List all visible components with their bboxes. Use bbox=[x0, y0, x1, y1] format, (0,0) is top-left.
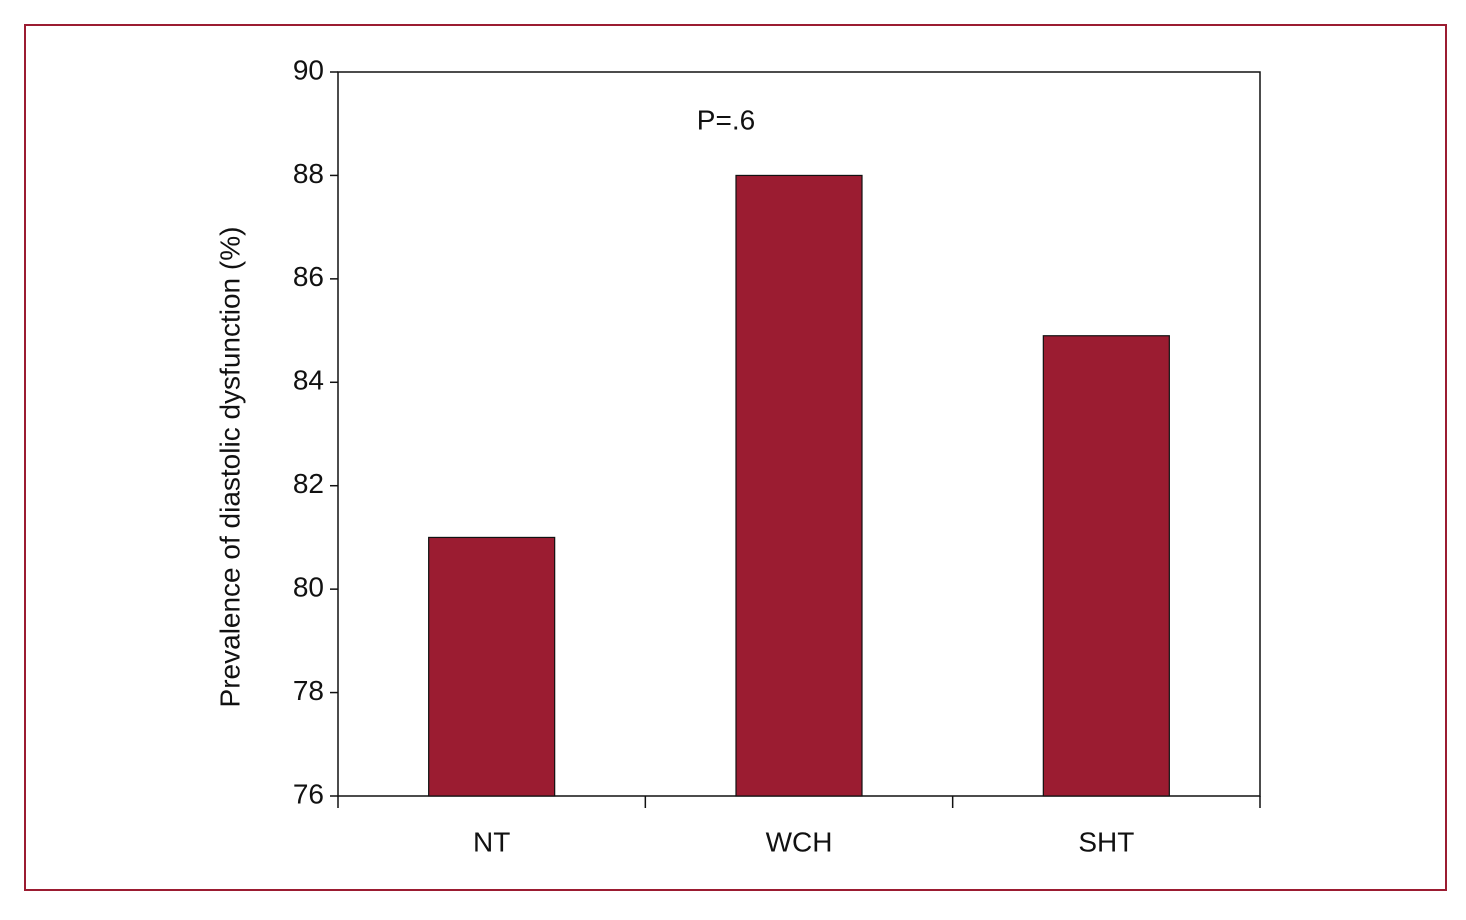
x-tick-label: SHT bbox=[1078, 826, 1134, 857]
y-tick-label: 86 bbox=[293, 261, 324, 292]
y-tick-label: 80 bbox=[293, 572, 324, 603]
bar bbox=[428, 536, 556, 797]
y-tick-label: 76 bbox=[293, 778, 324, 809]
y-tick-label: 78 bbox=[293, 675, 324, 706]
y-tick-label: 82 bbox=[293, 468, 324, 499]
y-tick-label: 84 bbox=[293, 365, 324, 396]
y-tick-label: 90 bbox=[293, 54, 324, 85]
y-tick-label: 88 bbox=[293, 158, 324, 189]
y-axis-label: Prevalence of diastolic dysfunction (%) bbox=[214, 227, 245, 708]
x-tick-label: NT bbox=[473, 826, 510, 857]
x-tick-label: WCH bbox=[766, 826, 833, 857]
annotation: P=.6 bbox=[697, 104, 755, 135]
bar bbox=[1042, 335, 1170, 797]
chart-border bbox=[24, 24, 1447, 891]
bar bbox=[735, 174, 863, 797]
